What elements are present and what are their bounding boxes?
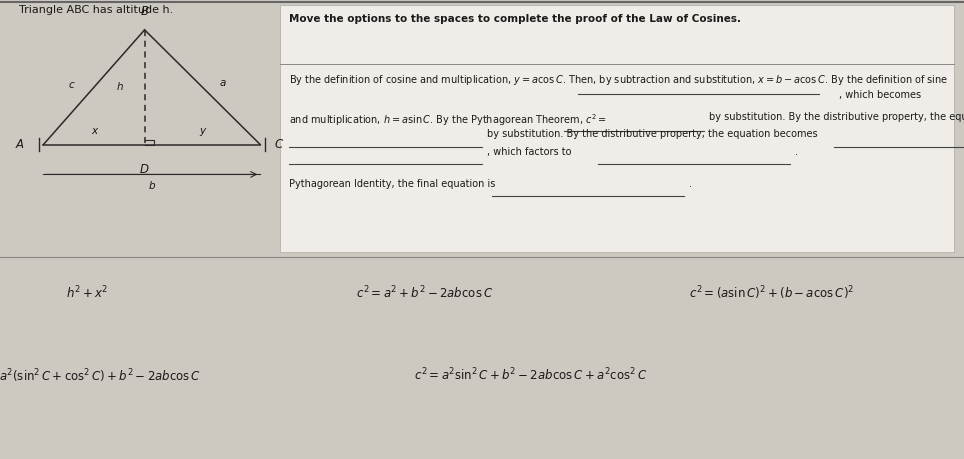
Text: Pythagorean Identity, the final equation is: Pythagorean Identity, the final equation… <box>289 179 495 189</box>
Text: Triangle ABC has altitude h.: Triangle ABC has altitude h. <box>19 5 174 15</box>
Text: b: b <box>148 181 155 191</box>
Text: x: x <box>91 126 97 136</box>
Text: $c^2 = (a\sin C)^2 + (b - a\cos C)^2$: $c^2 = (a\sin C)^2 + (b - a\cos C)^2$ <box>688 285 854 302</box>
Text: $c^2 = a^2 + b^2 - 2ab\cos C$: $c^2 = a^2 + b^2 - 2ab\cos C$ <box>356 285 493 301</box>
Text: Move the options to the spaces to complete the proof of the Law of Cosines.: Move the options to the spaces to comple… <box>289 14 741 24</box>
Text: C: C <box>275 138 283 151</box>
Text: , which factors to: , which factors to <box>487 147 572 157</box>
Text: by substitution. By the distributive property, the equation becomes: by substitution. By the distributive pro… <box>709 112 964 123</box>
Text: B: B <box>141 6 148 18</box>
Text: y: y <box>200 126 205 136</box>
Text: , which becomes: , which becomes <box>839 90 921 100</box>
Text: c: c <box>69 80 75 90</box>
Text: $h^2 + x^2$: $h^2 + x^2$ <box>66 285 108 301</box>
Text: h: h <box>117 82 123 92</box>
Text: D: D <box>140 163 149 176</box>
Text: By the definition of cosine and multiplication, $y = a\cos C$. Then, by subtract: By the definition of cosine and multipli… <box>289 73 949 88</box>
Text: .: . <box>689 179 692 189</box>
Text: .: . <box>795 147 798 157</box>
Text: by substitution. By the distributive property, the equation becomes: by substitution. By the distributive pro… <box>487 129 817 140</box>
Text: $c^2 = a^2(\sin^2 C + \cos^2 C) + b^2 - 2ab\cos C$: $c^2 = a^2(\sin^2 C + \cos^2 C) + b^2 - … <box>0 367 201 385</box>
Text: a: a <box>220 78 227 88</box>
Bar <box>280 5 954 252</box>
Text: A: A <box>16 138 24 151</box>
Text: $c^2 = a^2\sin^2 C + b^2 - 2ab\cos C + a^2\cos^2 C$: $c^2 = a^2\sin^2 C + b^2 - 2ab\cos C + a… <box>414 367 647 384</box>
Text: and multiplication, $h = a\sin C$. By the Pythagorean Theorem, $c^2 =$: and multiplication, $h = a\sin C$. By th… <box>289 112 607 128</box>
